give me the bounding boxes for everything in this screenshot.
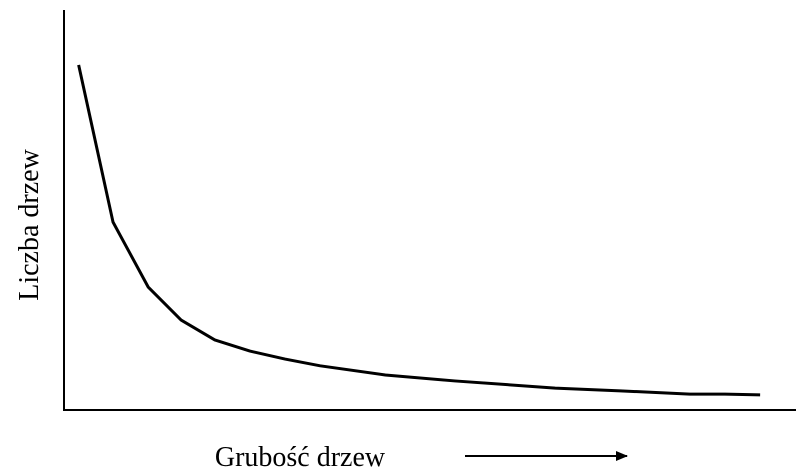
x-axis-label: Grubość drzew [215,442,386,472]
y-axis-label: Liczba drzew [14,148,45,300]
data-line [77,64,761,397]
